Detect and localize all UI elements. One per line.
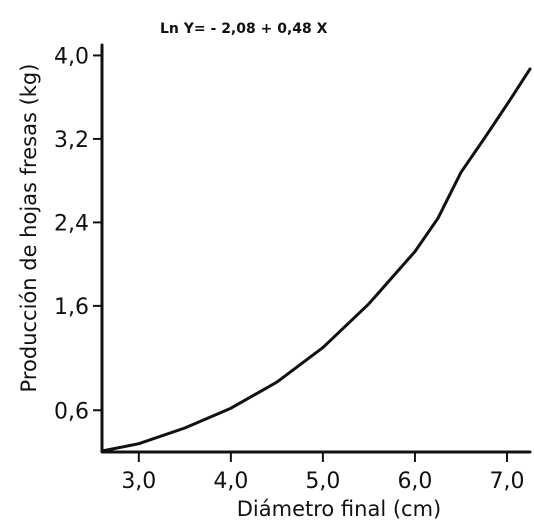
y-tick-label: 2,4 (54, 211, 89, 236)
x-ticks: 3,0 4,0 5,0 6,0 7,0 (121, 452, 524, 494)
x-tick-label: 4,0 (213, 469, 248, 494)
y-tick-label: 0,6 (54, 399, 89, 424)
y-ticks: 0,6 1,6 2,4 3,2 4,0 (54, 44, 102, 424)
x-tick-label: 3,0 (121, 469, 156, 494)
x-axis-label: Diámetro final (cm) (237, 497, 441, 521)
plot-area (100, 67, 532, 453)
series-line (100, 67, 532, 453)
x-tick-label: 7,0 (489, 469, 524, 494)
chart-equation: Ln Y= - 2,08 + 0,48 X (160, 21, 328, 37)
y-axis-label: Producción de hojas fresas (kg) (17, 64, 41, 393)
y-tick-label: 4,0 (54, 44, 89, 69)
x-tick-label: 5,0 (305, 469, 340, 494)
y-tick-label: 3,2 (54, 128, 89, 153)
x-tick-label: 6,0 (397, 469, 432, 494)
axes (100, 43, 532, 454)
axis-lines (100, 43, 532, 454)
y-tick-label: 1,6 (54, 295, 89, 320)
